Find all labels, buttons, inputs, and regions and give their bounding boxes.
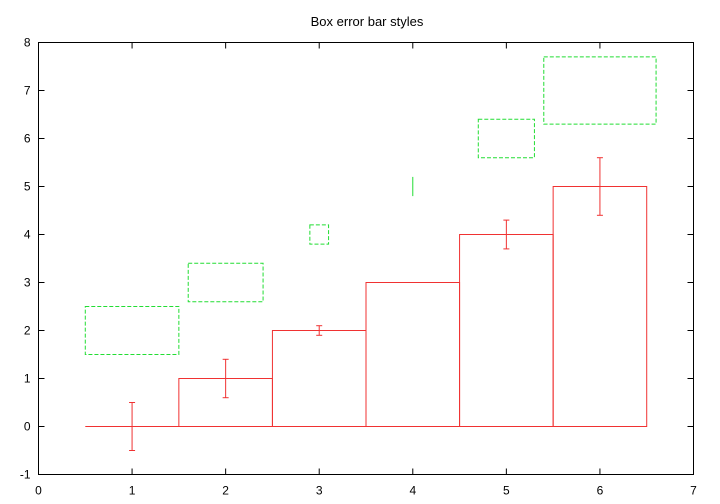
green-error-box [309,224,330,245]
red-box [271,330,367,427]
x-tick-label: 7 [690,484,697,498]
y-tick-label: 6 [24,132,31,146]
x-tick-label: 0 [35,484,42,498]
chart-title: Box error bar styles [311,14,424,29]
plot-frame [38,42,694,475]
green-error-box [477,118,535,159]
x-tick-label: 5 [503,484,510,498]
red-box [365,282,461,427]
x-tick-label: 4 [409,484,416,498]
y-tick-label: 5 [24,180,31,194]
green-error-box [187,262,264,303]
x-tick-label: 1 [129,484,136,498]
y-tick-label: 2 [24,324,31,338]
y-tick-label: 8 [24,36,31,50]
y-tick-label: 3 [24,276,31,290]
green-error-box [84,306,180,355]
x-tick-label: 6 [597,484,604,498]
red-box [459,234,554,427]
y-tick-label: 1 [24,372,31,386]
plot-area [84,56,657,451]
y-tick-label: 4 [24,228,31,242]
green-error-box [543,56,657,125]
y-tick-label: 7 [24,84,31,98]
x-tick-label: 2 [222,484,229,498]
y-tick-label: 0 [24,420,31,434]
red-box [552,186,648,427]
y-tick-label: -1 [20,468,31,482]
axis-ticks: 0 1 2 3 4 5 6 7 -1 0 1 2 3 4 5 6 7 8 [20,36,697,498]
x-tick-label: 3 [316,484,323,498]
